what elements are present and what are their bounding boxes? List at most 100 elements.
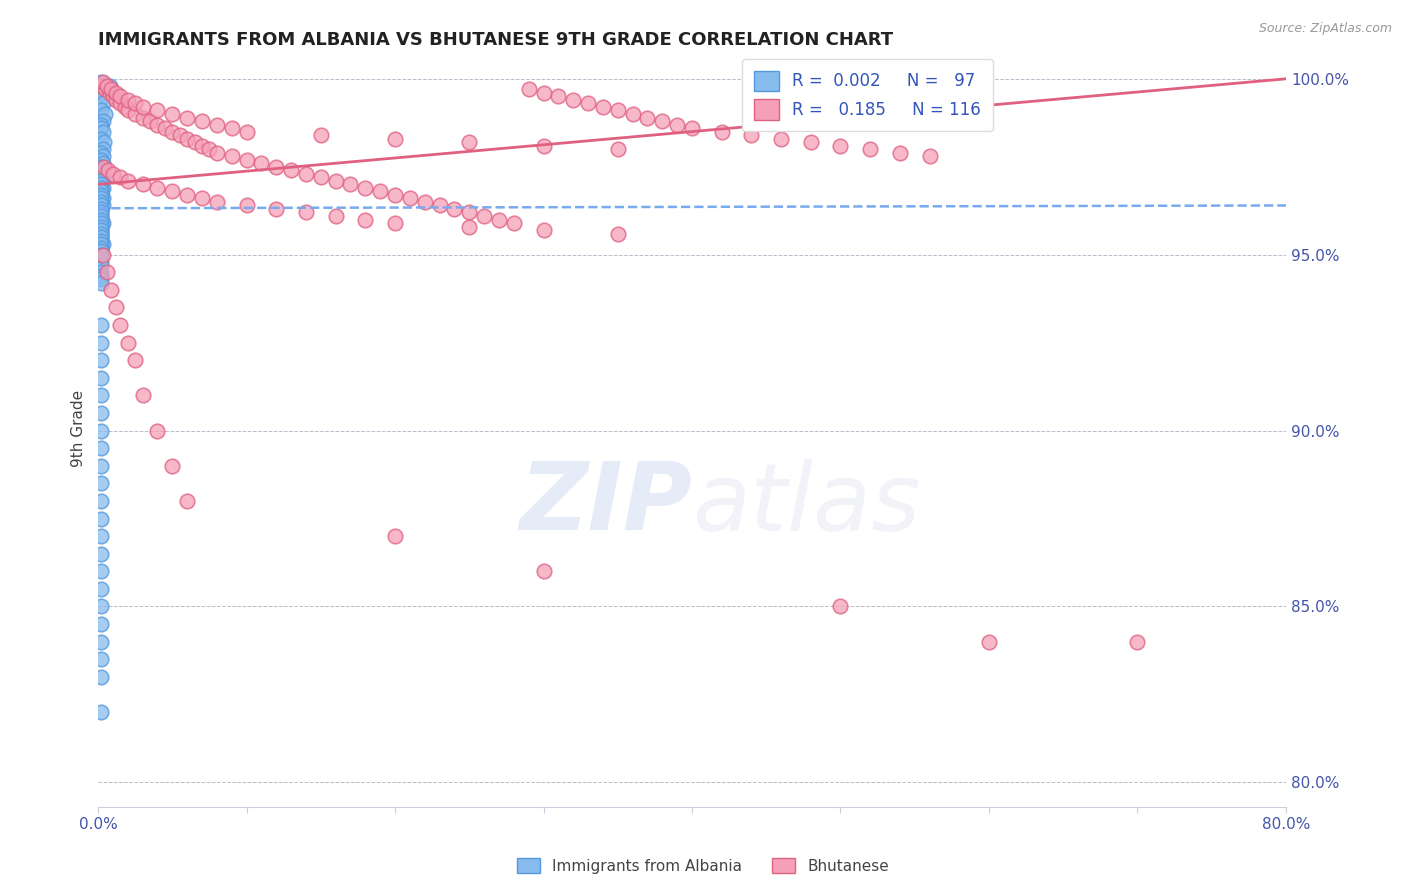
Point <box>295 205 318 219</box>
Text: IMMIGRANTS FROM ALBANIA VS BHUTANESE 9TH GRADE CORRELATION CHART: IMMIGRANTS FROM ALBANIA VS BHUTANESE 9TH… <box>98 31 894 49</box>
Point <box>90 174 112 188</box>
Point <box>117 335 139 350</box>
Point <box>124 353 146 368</box>
Point <box>90 86 112 100</box>
Point <box>131 388 153 402</box>
Legend: Immigrants from Albania, Bhutanese: Immigrants from Albania, Bhutanese <box>510 852 896 880</box>
Point <box>94 82 117 96</box>
Point <box>90 318 112 332</box>
Point <box>94 107 117 121</box>
Point <box>1126 634 1149 648</box>
Point <box>90 241 112 255</box>
Point <box>90 167 112 181</box>
Point <box>90 705 112 719</box>
Point <box>96 265 118 279</box>
Point <box>91 149 114 163</box>
Point <box>90 237 112 252</box>
Point <box>117 174 139 188</box>
Point <box>104 301 127 315</box>
Point <box>90 181 112 195</box>
Point <box>606 103 628 118</box>
Point <box>90 241 112 255</box>
Point <box>502 216 524 230</box>
Point <box>117 93 139 107</box>
Point <box>139 114 162 128</box>
Point <box>91 82 114 96</box>
Point <box>104 93 127 107</box>
Point <box>221 149 243 163</box>
Point <box>191 191 214 205</box>
Point <box>90 494 112 508</box>
Point <box>183 135 205 149</box>
Point <box>90 652 112 666</box>
Point <box>91 96 114 111</box>
Point <box>90 209 112 223</box>
Point <box>517 82 540 96</box>
Point <box>770 131 793 145</box>
Point <box>101 89 124 103</box>
Point <box>90 371 112 385</box>
Point <box>91 114 114 128</box>
Point <box>90 202 112 216</box>
Point <box>117 103 139 118</box>
Point <box>91 142 114 156</box>
Point <box>110 96 132 111</box>
Point <box>90 230 112 244</box>
Point <box>198 142 221 156</box>
Point <box>153 121 176 136</box>
Point <box>90 170 112 185</box>
Point <box>90 78 112 93</box>
Point <box>90 178 112 192</box>
Point <box>429 198 451 212</box>
Point <box>91 198 114 212</box>
Point <box>114 100 136 114</box>
Point <box>636 111 658 125</box>
Point <box>90 178 112 192</box>
Point <box>146 118 169 132</box>
Point <box>205 145 228 160</box>
Point <box>235 125 257 139</box>
Legend: R =  0.002     N =   97, R =   0.185     N = 116: R = 0.002 N = 97, R = 0.185 N = 116 <box>742 59 993 131</box>
Point <box>90 511 112 525</box>
Point <box>162 107 184 121</box>
Point <box>384 188 406 202</box>
Point <box>90 388 112 402</box>
Y-axis label: 9th Grade: 9th Grade <box>72 391 86 467</box>
Point <box>621 107 644 121</box>
Point <box>162 185 184 199</box>
Point <box>90 476 112 491</box>
Point <box>90 194 112 209</box>
Point <box>918 149 941 163</box>
Point <box>295 167 318 181</box>
Point <box>91 181 114 195</box>
Point <box>264 202 287 216</box>
Point <box>533 86 555 100</box>
Text: Source: ZipAtlas.com: Source: ZipAtlas.com <box>1258 22 1392 36</box>
Point <box>472 209 495 223</box>
Point <box>606 142 628 156</box>
Point <box>169 128 191 142</box>
Point <box>91 237 114 252</box>
Point <box>90 205 112 219</box>
Point <box>146 424 169 438</box>
Text: atlas: atlas <box>692 459 921 550</box>
Point <box>710 125 733 139</box>
Point <box>90 599 112 614</box>
Point <box>90 75 112 89</box>
Point <box>90 441 112 455</box>
Point <box>354 212 377 227</box>
Point <box>889 145 911 160</box>
Point <box>110 89 132 103</box>
Point <box>592 100 614 114</box>
Point <box>131 100 153 114</box>
Point <box>90 458 112 473</box>
Point <box>162 458 184 473</box>
Point <box>90 188 112 202</box>
Point <box>91 75 114 89</box>
Point <box>101 167 124 181</box>
Point <box>488 212 510 227</box>
Point <box>90 185 112 199</box>
Point <box>547 89 569 103</box>
Point <box>176 494 198 508</box>
Point <box>91 248 114 262</box>
